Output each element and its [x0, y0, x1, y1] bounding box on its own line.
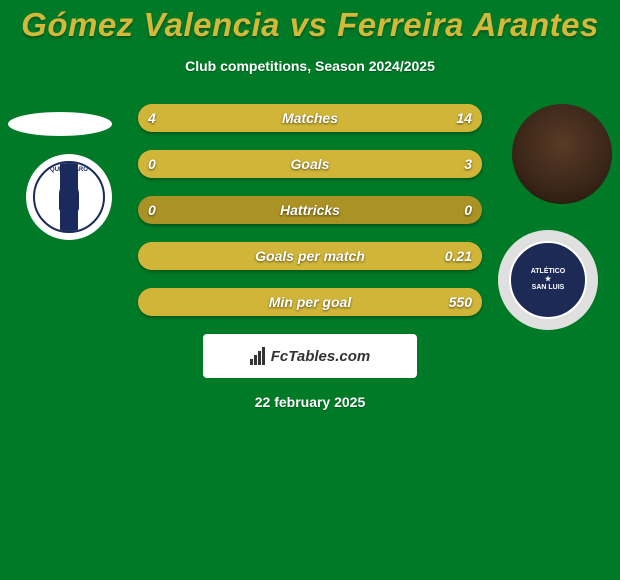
- stat-value-right: 14: [456, 104, 472, 132]
- stat-row: Matches4 14: [138, 104, 482, 132]
- comparison-title: Gómez Valencia vs Ferreira Arantes: [0, 0, 620, 44]
- stat-value-right: 0: [464, 196, 472, 224]
- stat-value-left: 0: [148, 196, 156, 224]
- comparison-date: 22 february 2025: [0, 394, 620, 410]
- stat-label: Matches: [138, 104, 482, 132]
- stat-row: Hattricks0 0: [138, 196, 482, 224]
- player-right-club-logo: ATLÉTICO★SAN LUIS: [498, 230, 598, 330]
- player-left-club-logo: QUERÉTARO: [26, 154, 112, 240]
- player-right-face: [512, 104, 612, 204]
- stat-value-right: 550: [449, 288, 472, 316]
- stat-row: Min per goal550: [138, 288, 482, 316]
- stat-value-right: 0.21: [445, 242, 472, 270]
- stat-bars: Matches414Goals03Hattricks00Goals per ma…: [138, 104, 482, 316]
- stat-label: Goals per match: [138, 242, 482, 270]
- stat-label: Hattricks: [138, 196, 482, 224]
- player-right-avatar: [512, 104, 612, 204]
- stat-row: Goals0 3: [138, 150, 482, 178]
- content-area: QUERÉTARO ATLÉTICO★SAN LUIS Matches4 14 Go…: [0, 104, 620, 410]
- watermark: FcTables.com: [203, 334, 417, 378]
- stat-value-right: 3: [464, 150, 472, 178]
- stat-label: Min per goal: [138, 288, 482, 316]
- stat-value-left: 0: [148, 150, 156, 178]
- stat-value-left: 4: [148, 104, 156, 132]
- stat-row: Goals per match0.21: [138, 242, 482, 270]
- chart-icon: [250, 347, 265, 365]
- watermark-text: FcTables.com: [271, 348, 370, 365]
- comparison-subtitle: Club competitions, Season 2024/2025: [0, 58, 620, 74]
- stat-label: Goals: [138, 150, 482, 178]
- player-left-avatar: [8, 112, 112, 136]
